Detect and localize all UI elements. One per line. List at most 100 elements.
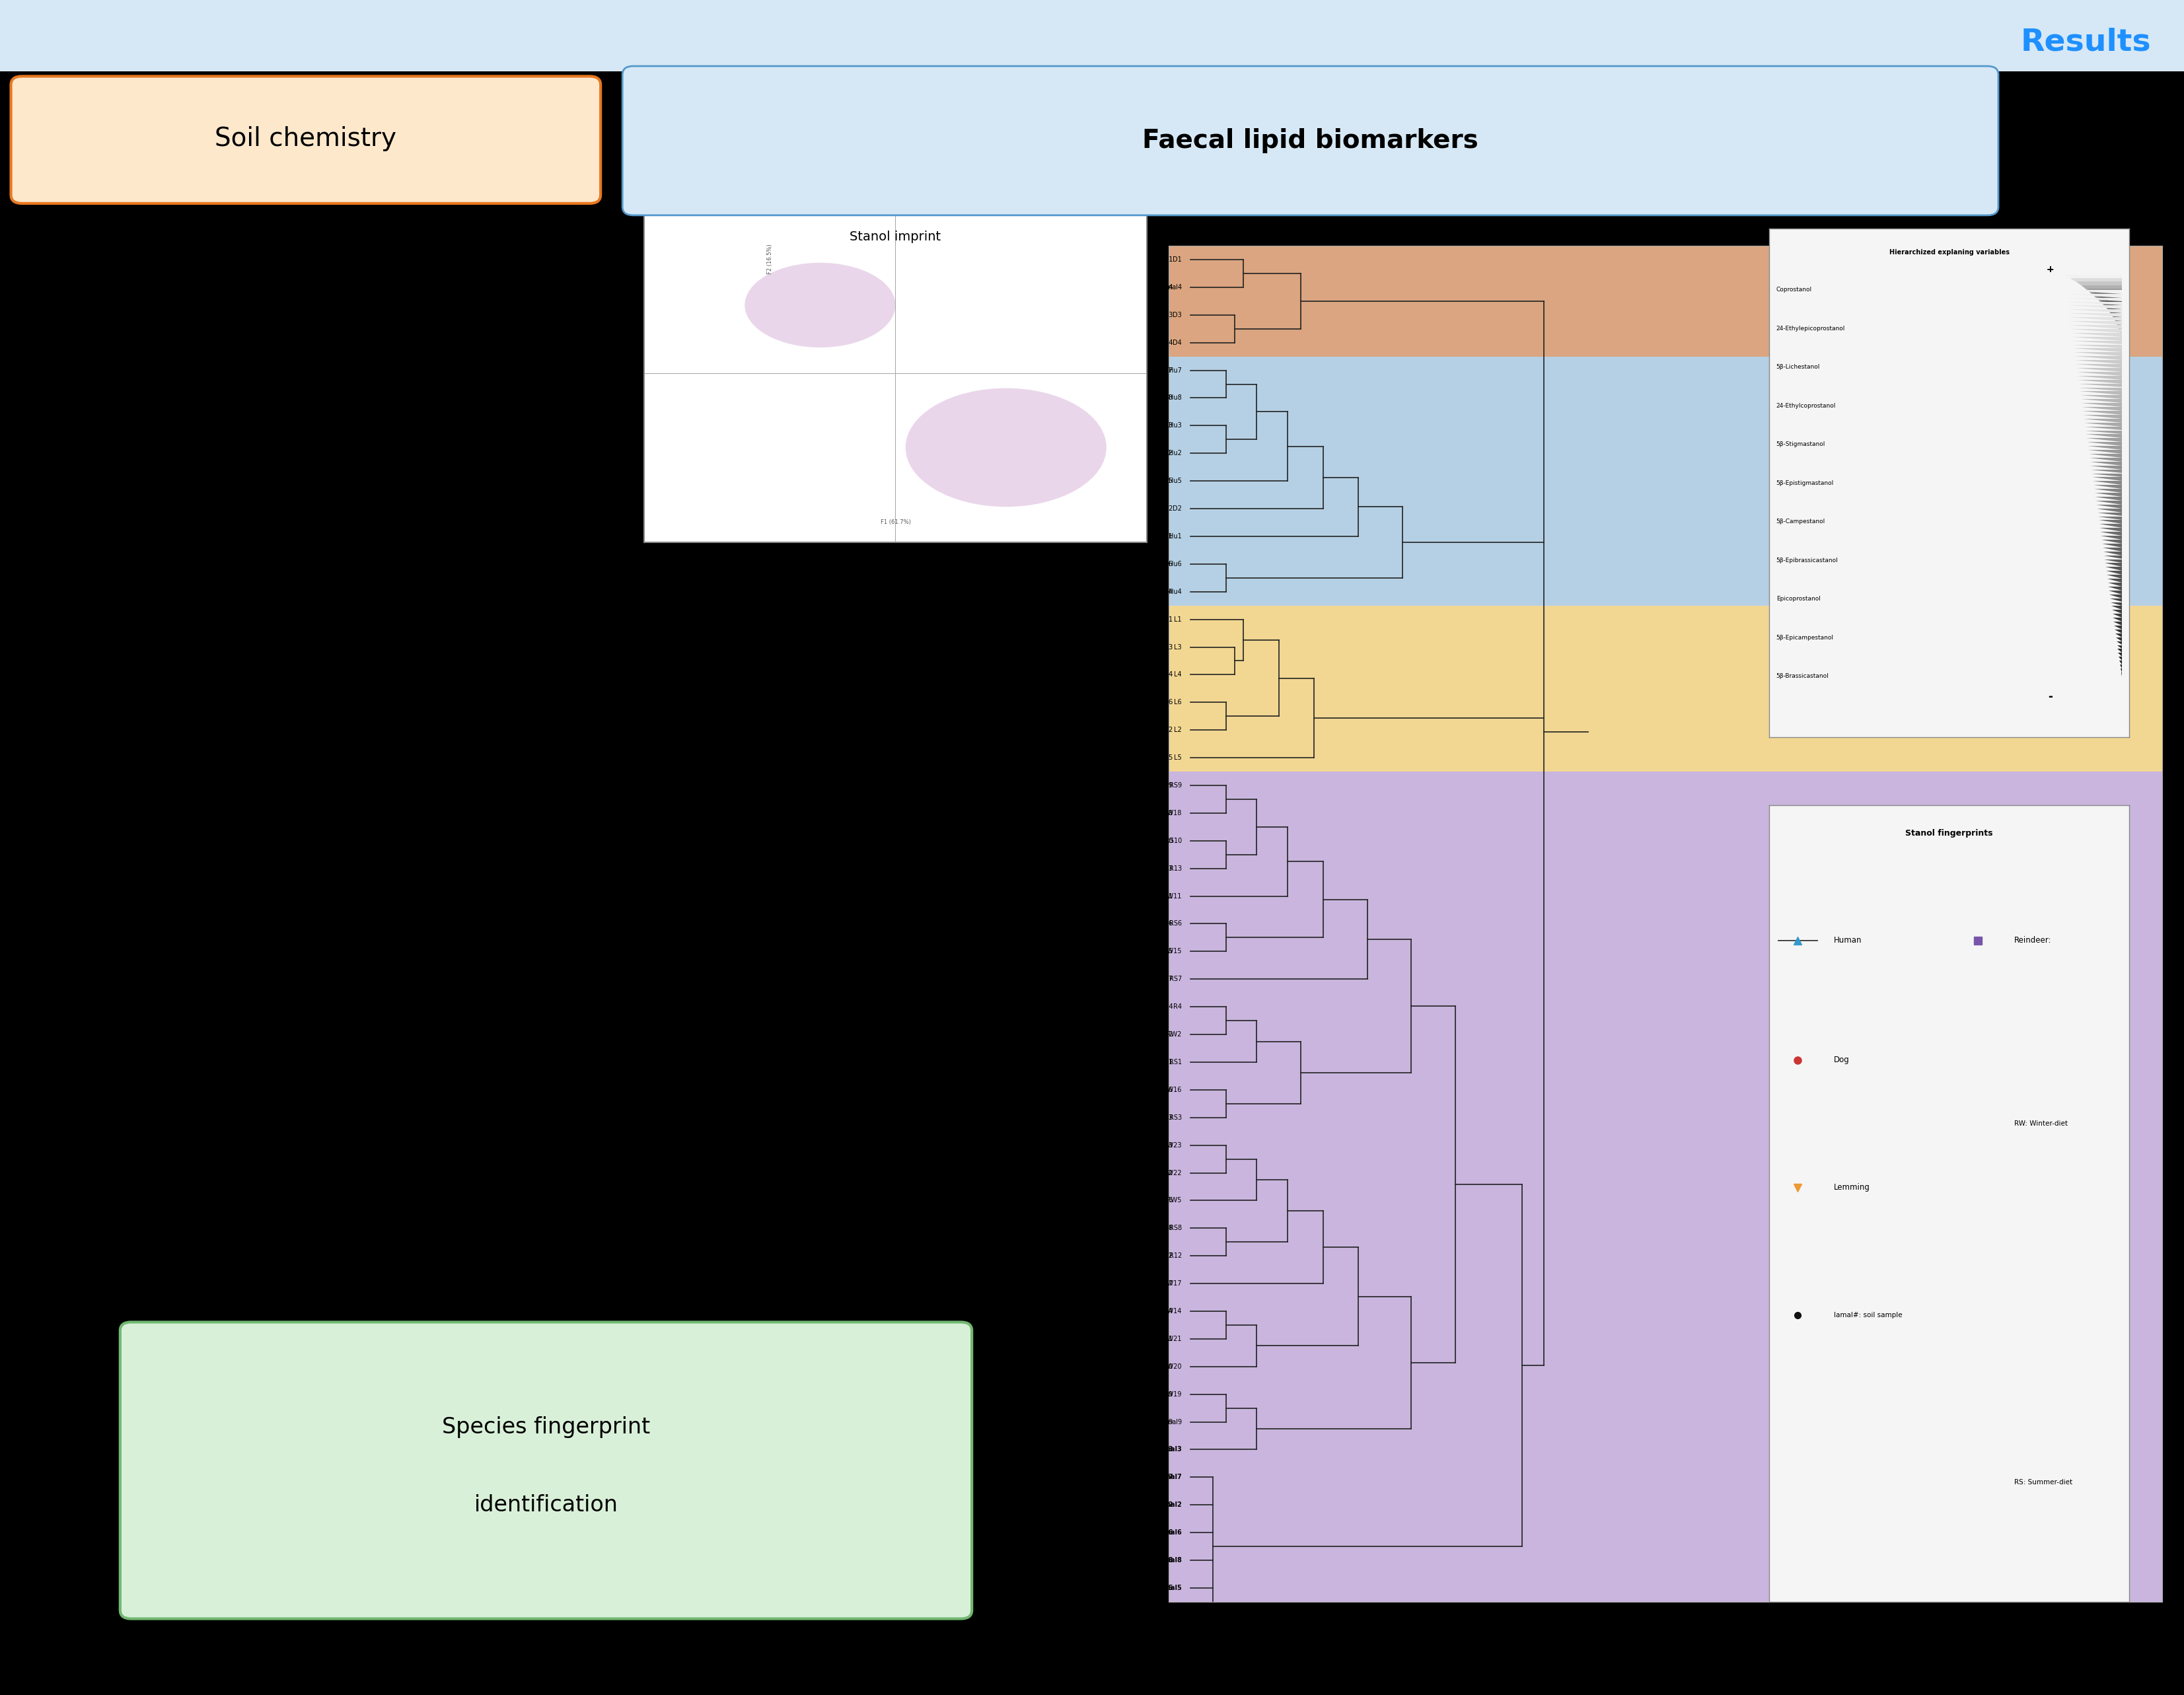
- Polygon shape: [2118, 661, 2123, 664]
- Polygon shape: [2077, 380, 2123, 383]
- Polygon shape: [2105, 571, 2123, 575]
- Text: D1: D1: [1164, 256, 1173, 263]
- Polygon shape: [2088, 442, 2123, 446]
- Text: RW17: RW17: [1162, 1280, 1182, 1287]
- Polygon shape: [2075, 364, 2123, 368]
- Text: 24-Ethylepicoprostanol: 24-Ethylepicoprostanol: [1776, 325, 1845, 332]
- Text: lamal9: lamal9: [1149, 1419, 1173, 1425]
- Text: RW15: RW15: [1153, 948, 1173, 954]
- Polygon shape: [2116, 307, 2123, 341]
- Text: lamal3: lamal3: [1158, 1446, 1182, 1453]
- Polygon shape: [2110, 303, 2123, 337]
- Polygon shape: [2099, 520, 2123, 524]
- Text: L1: L1: [1164, 615, 1173, 622]
- Text: Faecal lipid biomarkers: Faecal lipid biomarkers: [1142, 129, 1479, 153]
- Text: Hu4: Hu4: [1160, 588, 1173, 595]
- Text: Hu6: Hu6: [1160, 561, 1173, 568]
- Text: Hu1: Hu1: [1168, 532, 1182, 539]
- Text: D2: D2: [1164, 505, 1173, 512]
- Polygon shape: [2097, 500, 2123, 505]
- Polygon shape: [2070, 337, 2123, 341]
- Text: RW18: RW18: [1153, 810, 1173, 817]
- Polygon shape: [2101, 532, 2123, 536]
- Text: RW19: RW19: [1162, 1392, 1182, 1397]
- Text: RS9: RS9: [1168, 781, 1182, 788]
- Polygon shape: [2066, 298, 2123, 302]
- Text: R13: R13: [1160, 864, 1173, 871]
- Text: R13: R13: [1168, 864, 1182, 871]
- Text: RW23: RW23: [1153, 1142, 1173, 1149]
- Text: lamal8: lamal8: [1147, 1558, 1173, 1563]
- Polygon shape: [2088, 454, 2123, 458]
- Text: Hu6: Hu6: [1168, 561, 1182, 568]
- Polygon shape: [2090, 470, 2123, 473]
- Polygon shape: [2079, 395, 2123, 398]
- Text: 5β-Brassicastanol: 5β-Brassicastanol: [1776, 673, 1828, 680]
- Text: RS10: RS10: [1164, 837, 1182, 844]
- Text: D4: D4: [1173, 339, 1182, 346]
- Text: Epicoprostanol: Epicoprostanol: [1776, 597, 1821, 602]
- Text: 5β-Campestanol: 5β-Campestanol: [1776, 519, 1826, 525]
- Text: lamal4: lamal4: [1160, 285, 1182, 290]
- Polygon shape: [2097, 505, 2123, 508]
- Polygon shape: [2121, 664, 2123, 668]
- Polygon shape: [2097, 512, 2123, 517]
- Text: Hu8: Hu8: [1160, 395, 1173, 402]
- Polygon shape: [2073, 344, 2123, 349]
- Text: R12: R12: [1160, 1253, 1173, 1259]
- Text: Hierarchized explaning variables: Hierarchized explaning variables: [1889, 249, 2009, 256]
- Polygon shape: [2077, 371, 2123, 376]
- Text: -: -: [2049, 690, 2053, 703]
- Text: lamal2: lamal2: [1158, 1502, 1182, 1509]
- Polygon shape: [2105, 568, 2123, 571]
- Polygon shape: [2108, 583, 2123, 586]
- Text: Hu2: Hu2: [1160, 451, 1173, 456]
- Text: RS1: RS1: [1160, 1059, 1173, 1066]
- Text: RS3: RS3: [1160, 1114, 1173, 1120]
- Polygon shape: [2118, 653, 2123, 656]
- Text: lamal7: lamal7: [1147, 1475, 1173, 1480]
- Text: Soil chemistry: Soil chemistry: [214, 127, 397, 153]
- Text: R12: R12: [1168, 1253, 1182, 1259]
- Text: Hu4: Hu4: [1168, 588, 1182, 595]
- Text: Hu5: Hu5: [1168, 478, 1182, 485]
- Text: lamal2: lamal2: [1147, 1502, 1173, 1509]
- Text: L3: L3: [1175, 644, 1182, 651]
- Polygon shape: [2094, 497, 2123, 500]
- Text: RS3: RS3: [1168, 1114, 1182, 1120]
- Text: RW14: RW14: [1162, 1309, 1182, 1315]
- Polygon shape: [2099, 517, 2123, 520]
- Text: Hu3: Hu3: [1160, 422, 1173, 429]
- Text: RS6: RS6: [1168, 920, 1182, 927]
- Polygon shape: [2101, 544, 2123, 547]
- Text: L5: L5: [1175, 754, 1182, 761]
- Polygon shape: [2068, 320, 2123, 325]
- Polygon shape: [2112, 614, 2123, 617]
- Text: 5β-Stigmastanol: 5β-Stigmastanol: [1776, 441, 1826, 447]
- Text: Hu5: Hu5: [1160, 478, 1173, 485]
- Polygon shape: [2081, 285, 2123, 320]
- Polygon shape: [2073, 349, 2123, 353]
- Polygon shape: [2092, 478, 2123, 481]
- Polygon shape: [2077, 281, 2123, 317]
- Polygon shape: [2099, 295, 2123, 331]
- Polygon shape: [2105, 559, 2123, 563]
- Text: RS7: RS7: [1160, 976, 1173, 983]
- Polygon shape: [2097, 508, 2123, 512]
- Polygon shape: [2114, 625, 2123, 629]
- Polygon shape: [2114, 629, 2123, 634]
- Text: RW: Winter-diet: RW: Winter-diet: [2014, 1120, 2068, 1127]
- Text: L5: L5: [1164, 754, 1173, 761]
- Text: RS1: RS1: [1168, 1059, 1182, 1066]
- Text: lamal6: lamal6: [1147, 1529, 1173, 1536]
- Polygon shape: [2073, 341, 2123, 344]
- Polygon shape: [2081, 407, 2123, 410]
- Polygon shape: [2088, 288, 2123, 324]
- Text: RS7: RS7: [1168, 976, 1182, 983]
- Text: RW20: RW20: [1153, 1363, 1173, 1370]
- Polygon shape: [2094, 493, 2123, 497]
- Polygon shape: [2103, 551, 2123, 556]
- Polygon shape: [2103, 556, 2123, 559]
- Text: L6: L6: [1164, 698, 1173, 705]
- Text: L4: L4: [1175, 671, 1182, 678]
